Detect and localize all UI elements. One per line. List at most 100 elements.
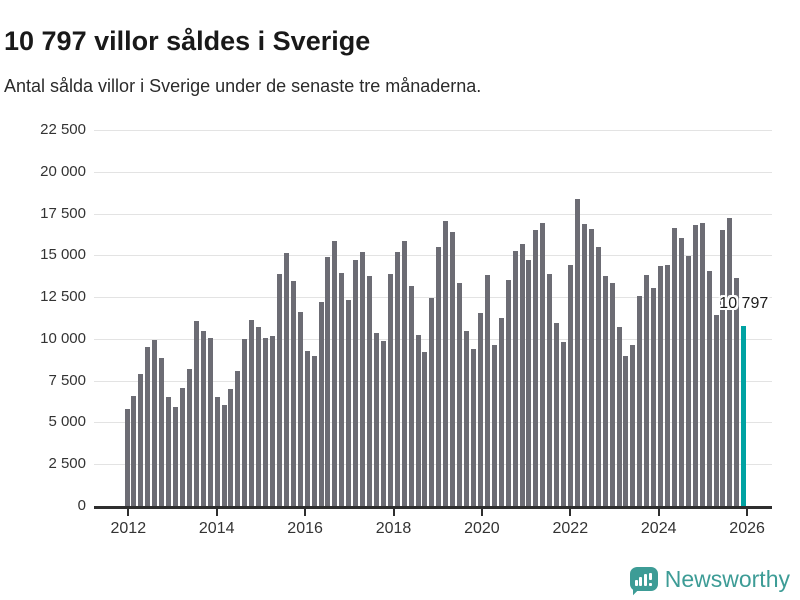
y-axis-tick-label: 0	[77, 497, 86, 514]
x-axis-tick-label: 2014	[198, 520, 235, 537]
bar	[498, 317, 504, 506]
bar	[630, 344, 636, 506]
bar	[450, 231, 456, 506]
bar	[623, 356, 629, 506]
y-axis-tick-label: 17 500	[40, 204, 86, 222]
bar	[228, 388, 234, 506]
bar	[380, 340, 386, 506]
y-axis-tick-label: 12 500	[40, 288, 86, 306]
bar	[124, 409, 130, 506]
x-axis-tick	[480, 508, 483, 516]
gridline	[94, 213, 772, 215]
y-axis-tick-label: 10 000	[40, 329, 86, 347]
bar	[574, 198, 580, 506]
bar	[401, 241, 407, 506]
bar	[658, 266, 664, 506]
bar	[346, 299, 352, 506]
bar	[561, 342, 567, 506]
x-axis-tick-label: 2016	[287, 520, 323, 537]
bar	[443, 220, 449, 506]
bar	[547, 274, 553, 506]
bar	[325, 257, 331, 506]
newsworthy-bar-chart-bubble-icon	[629, 566, 658, 596]
bar	[373, 333, 379, 506]
y-axis-tick-label: 2 500	[48, 455, 86, 473]
bar	[595, 246, 601, 506]
bar	[270, 336, 276, 506]
bar	[221, 405, 227, 506]
bar	[263, 337, 269, 506]
x-axis-tick-label: 2012	[110, 520, 147, 537]
bar	[464, 331, 470, 506]
bar	[318, 302, 324, 506]
gridline	[94, 129, 772, 131]
highlighted-value-label: 10 797	[719, 294, 769, 312]
bar	[297, 312, 303, 506]
bar	[214, 396, 220, 506]
bar	[138, 374, 144, 506]
bar	[290, 280, 296, 506]
bar	[152, 339, 158, 506]
bar	[692, 224, 698, 506]
x-axis-tick-label: 2020	[464, 520, 500, 537]
page-title: 10 797 villor såldes i Sverige	[4, 26, 371, 57]
bar	[471, 349, 476, 506]
bar	[609, 283, 615, 506]
x-axis-tick	[392, 508, 395, 516]
bar	[304, 350, 310, 506]
bar	[477, 312, 483, 506]
bar	[276, 273, 282, 506]
bar	[422, 351, 428, 506]
x-axis-tick	[127, 508, 130, 516]
x-axis-line	[94, 506, 772, 509]
gridline	[94, 171, 772, 173]
bar	[394, 252, 400, 506]
bar	[706, 271, 712, 506]
bar	[512, 251, 518, 506]
newsworthy-logo: Newsworthy	[629, 566, 790, 596]
x-axis-tick	[215, 508, 218, 516]
x-axis-tick	[657, 508, 660, 516]
bar	[568, 265, 574, 506]
bar	[235, 370, 241, 506]
bar	[193, 320, 199, 506]
bar	[179, 388, 185, 506]
gridline	[94, 255, 772, 257]
bar	[637, 295, 643, 506]
bar	[581, 223, 587, 506]
bar	[415, 334, 421, 506]
x-axis-tick-label: 2024	[640, 520, 677, 537]
bar	[727, 217, 733, 506]
y-axis-tick-label: 15 000	[40, 246, 86, 264]
bar	[678, 238, 684, 506]
y-axis-tick-label: 20 000	[40, 162, 86, 180]
bar	[387, 273, 393, 506]
bar	[519, 244, 525, 506]
bar	[360, 251, 366, 506]
bar	[644, 275, 650, 506]
bar	[173, 407, 178, 506]
bar	[665, 265, 671, 506]
bar	[332, 241, 338, 506]
gridline	[94, 297, 772, 299]
highlighted-bar	[741, 325, 747, 506]
bar	[242, 339, 248, 506]
bar	[554, 323, 560, 506]
x-axis-tick	[304, 508, 307, 516]
x-axis-tick-label: 2026	[729, 520, 765, 537]
bar	[145, 347, 151, 506]
bar	[408, 286, 414, 506]
bar	[588, 229, 594, 506]
bar	[353, 260, 359, 506]
bar	[429, 298, 435, 506]
bar	[367, 276, 373, 506]
y-axis-tick-label: 5 000	[48, 413, 86, 431]
bar	[533, 230, 539, 506]
bar	[651, 288, 657, 506]
bar	[186, 368, 192, 506]
bar	[616, 326, 622, 506]
bar	[166, 396, 172, 506]
bar	[699, 222, 705, 506]
bar	[734, 277, 740, 506]
